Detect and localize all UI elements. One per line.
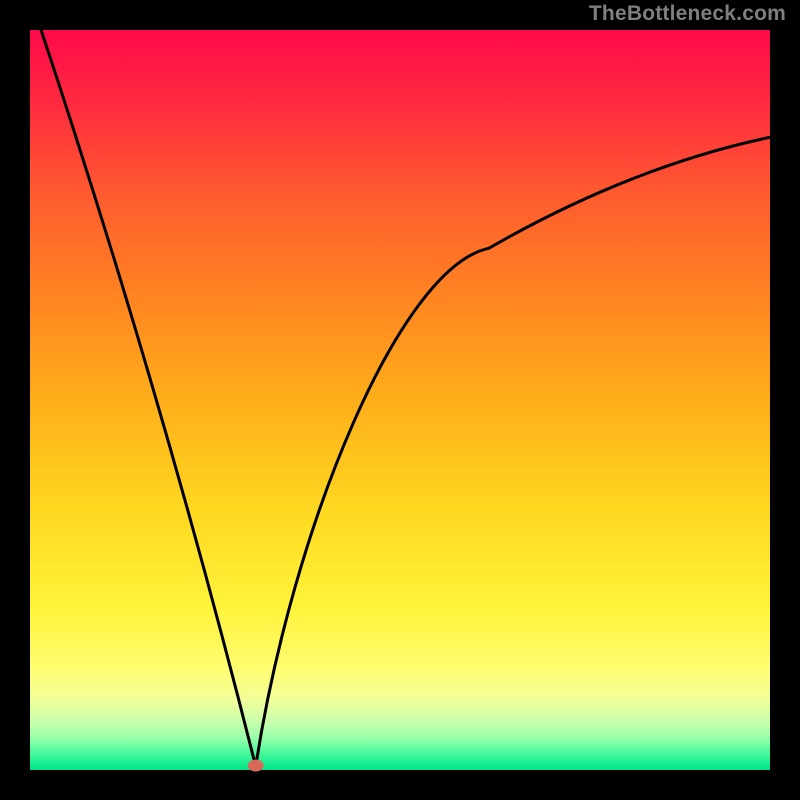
bottleneck-plot <box>0 0 800 800</box>
plot-background-gradient <box>30 30 770 770</box>
chart-stage: TheBottleneck.com <box>0 0 800 800</box>
watermark-text: TheBottleneck.com <box>589 2 786 26</box>
optimum-marker <box>248 760 264 772</box>
